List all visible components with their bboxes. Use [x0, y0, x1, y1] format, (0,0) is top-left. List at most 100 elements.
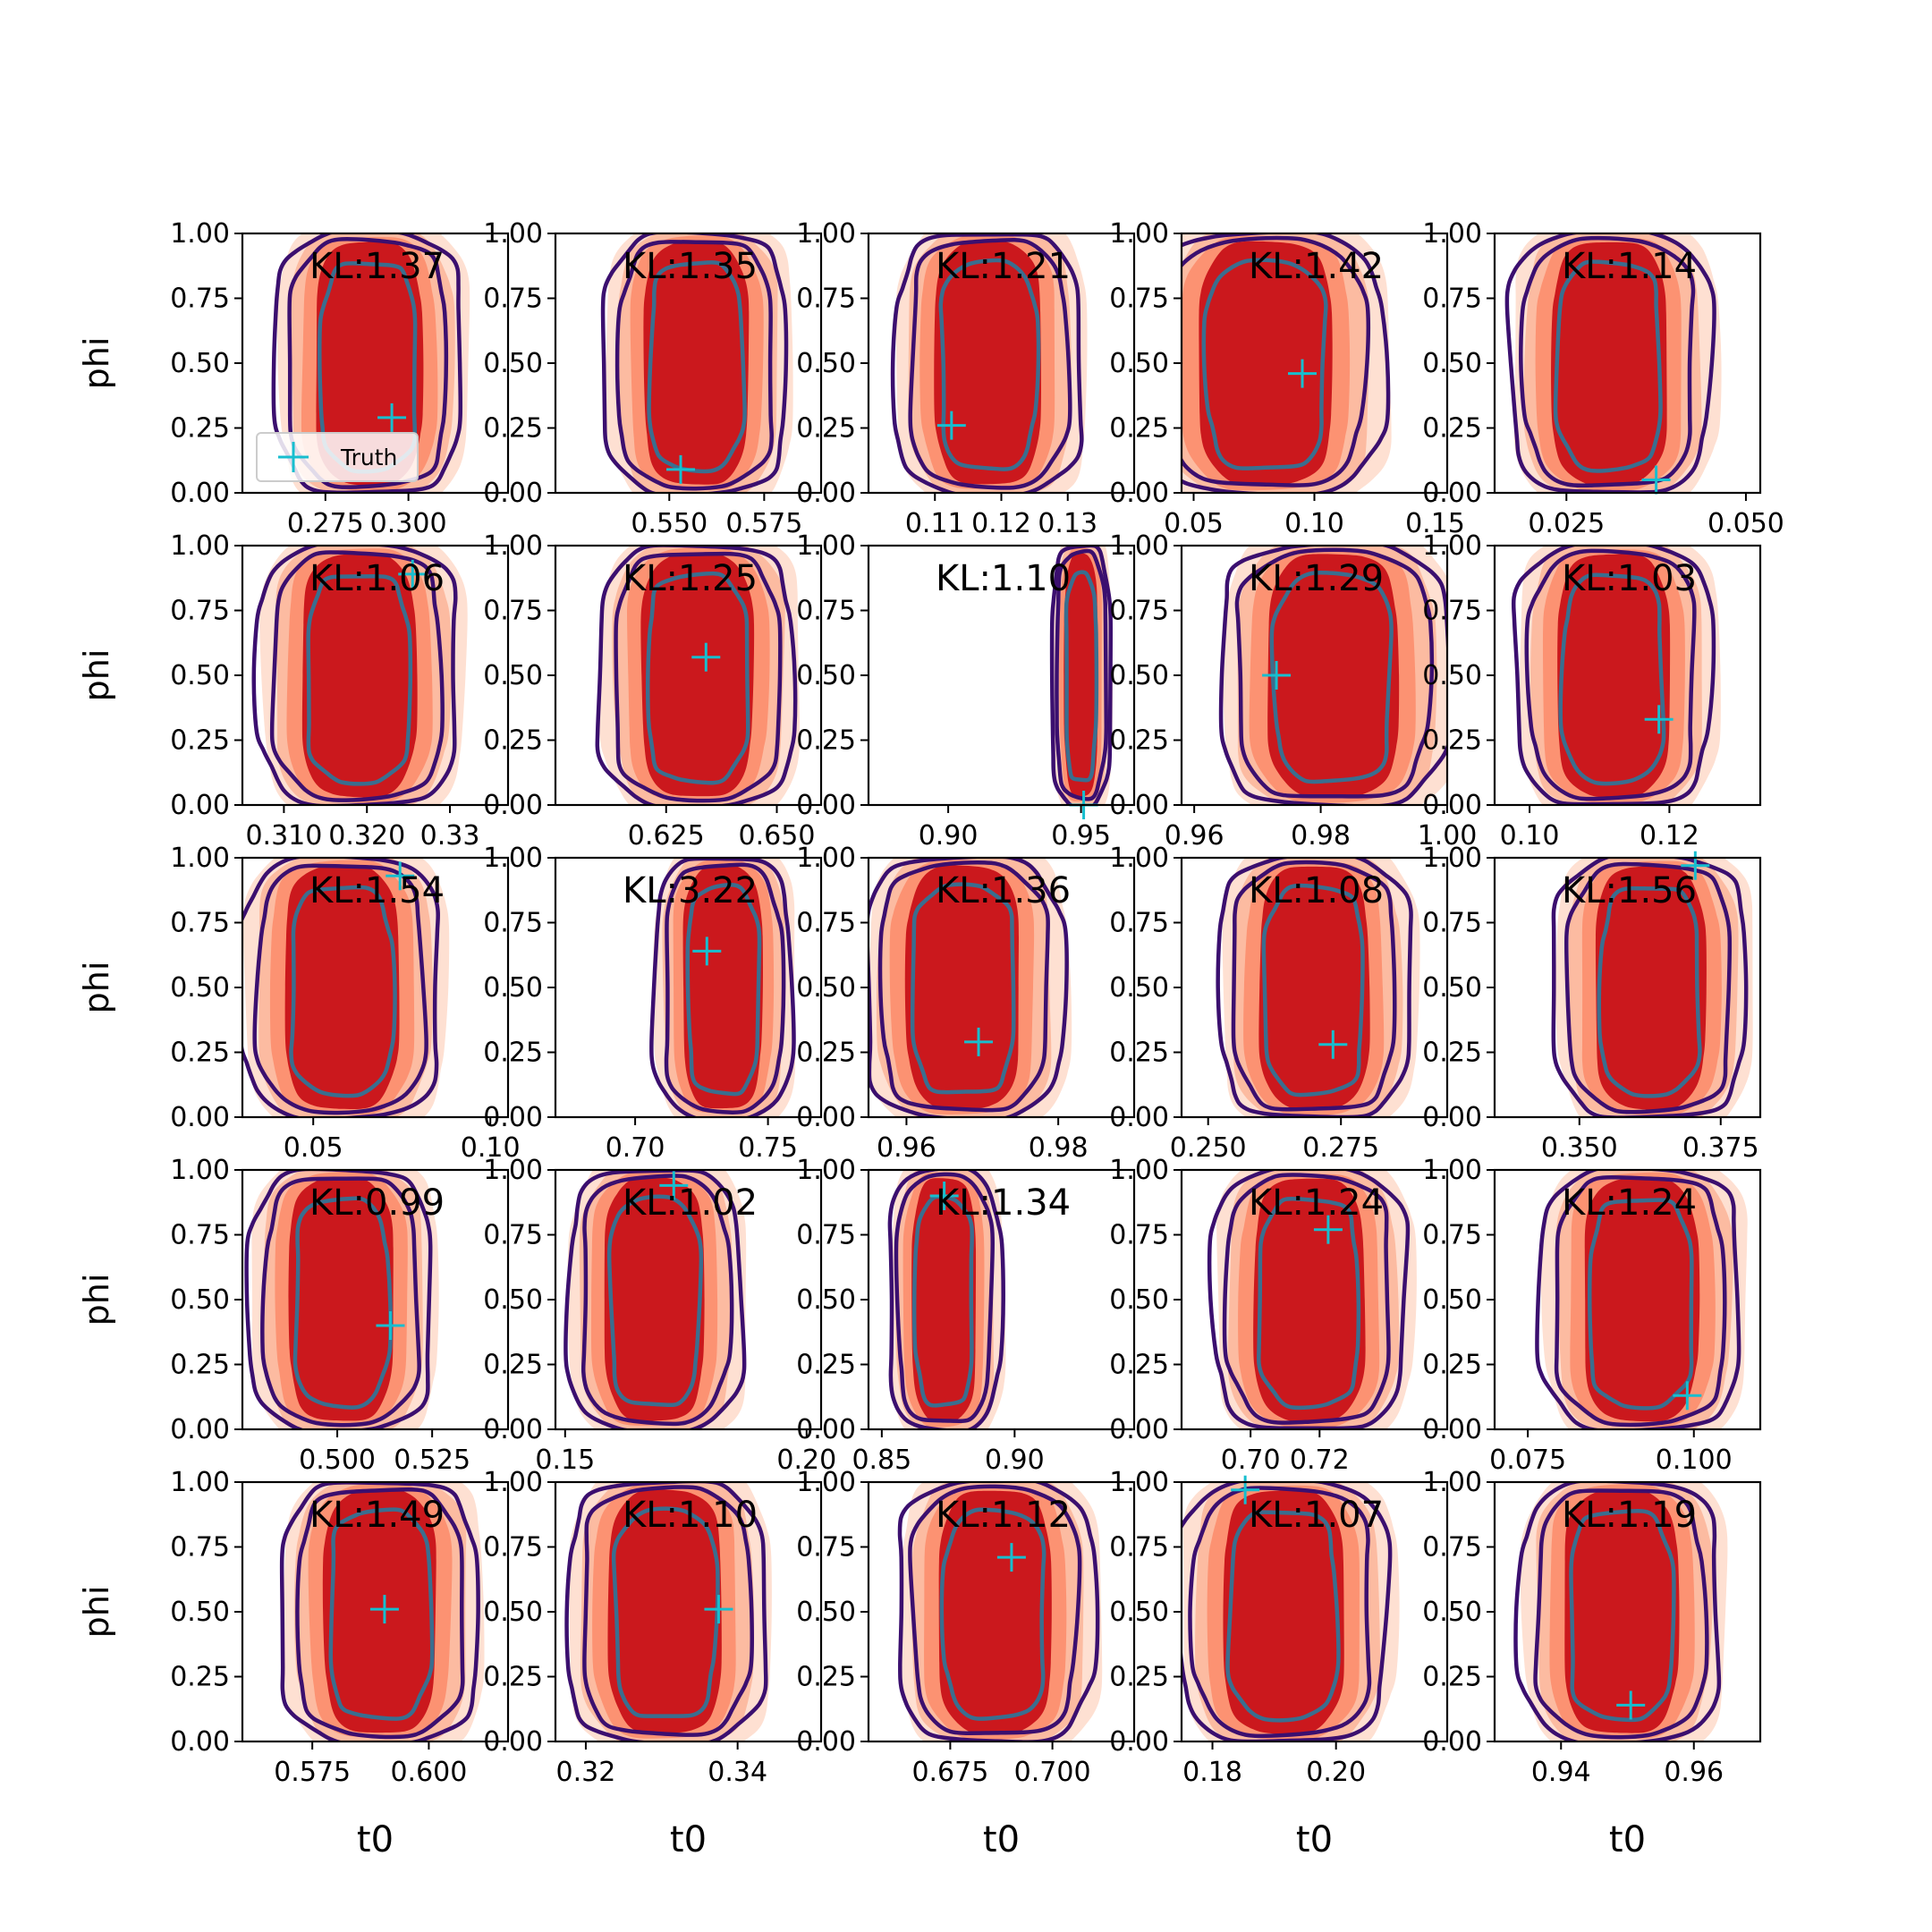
x-tick-label: 0.32: [556, 1757, 616, 1788]
contour-middle: [1533, 1488, 1709, 1740]
fill-level-core: [1199, 241, 1333, 486]
fill-level-core: [1253, 1178, 1366, 1423]
y-tick-label: 0.25: [796, 1038, 856, 1069]
kl-label: KL:1.37: [309, 246, 445, 287]
contour-middle: [894, 1172, 996, 1423]
y-tick-label: 0.00: [1422, 478, 1482, 509]
y-tick-label: 1.00: [170, 843, 230, 874]
y-tick-label: 0.75: [1109, 596, 1169, 627]
x-tick-label: 0.700: [1014, 1757, 1091, 1788]
truth-marker: [398, 559, 428, 589]
contour-middle: [295, 1487, 465, 1740]
contour-middle: [1554, 1175, 1727, 1428]
contour-middle: [580, 1174, 734, 1427]
contour-inner: [306, 574, 413, 786]
density-contours: [1535, 1170, 1748, 1429]
kl-label: KL:1.14: [1562, 246, 1697, 287]
y-tick-label: 0.25: [483, 1662, 543, 1693]
y-tick-label: 0.25: [796, 725, 856, 757]
subplot-17: 0.00 0.25 0.50 0.75 1.00 0.15 0.20 KL:1.02: [483, 1155, 836, 1476]
x-tick-label: 0.05: [1164, 508, 1224, 539]
contour-inner: [1201, 258, 1328, 470]
x-tick-label: 0.96: [1664, 1757, 1724, 1788]
contour-outer: [887, 1170, 1005, 1429]
kl-label: KL:1.10: [623, 1495, 758, 1536]
y-tick-label: 0.50: [1422, 660, 1482, 691]
contour-middle: [1519, 235, 1696, 488]
fill-level-core: [1258, 866, 1370, 1111]
y-tick-label: 0.00: [796, 1726, 856, 1758]
y-tick-label: 0.00: [1422, 790, 1482, 821]
x-tick-label: 0.20: [1306, 1757, 1366, 1788]
y-tick-label: 1.00: [1422, 843, 1482, 874]
contour-inner: [1269, 570, 1394, 784]
x-axis-label: t0: [670, 1819, 707, 1860]
fill-level-core: [604, 1176, 705, 1421]
y-tick-label: 0.25: [796, 1662, 856, 1693]
y-tick-label: 0.00: [1109, 1726, 1169, 1758]
x-tick-label: 0.96: [1165, 820, 1224, 852]
y-tick-label: 0.50: [1422, 1284, 1482, 1316]
contour-outer: [564, 1482, 768, 1741]
y-tick-label: 0.50: [1422, 972, 1482, 1004]
x-axis-label: t0: [357, 1819, 394, 1860]
y-tick-label: 0.25: [1422, 725, 1482, 757]
truth-marker: [996, 1543, 1026, 1572]
y-tick-label: 0.25: [1422, 1350, 1482, 1381]
kl-label: KL:1.54: [309, 870, 445, 911]
contour-outer: [1513, 1482, 1722, 1741]
fill-level-core: [607, 1489, 722, 1734]
contour-outer: [279, 1482, 480, 1741]
y-tick-label: 0.75: [796, 908, 856, 939]
x-tick-label: 0.550: [631, 508, 708, 539]
x-tick-label: 0.85: [852, 1445, 911, 1476]
y-tick-label: 0.50: [1109, 1284, 1169, 1316]
y-tick-label: 0.00: [483, 1102, 543, 1133]
x-tick-label: 0.275: [287, 508, 364, 539]
density-contours: [869, 858, 1072, 1117]
y-tick-label: 0.75: [483, 908, 543, 939]
truth-marker: [377, 402, 407, 432]
y-tick-label: 0.75: [483, 596, 543, 627]
x-axis-label: t0: [1609, 1819, 1646, 1860]
contour-outer: [1208, 1170, 1411, 1429]
y-tick-label: 0.50: [796, 972, 856, 1004]
contour-middle: [1188, 1486, 1372, 1739]
x-axis-label: t0: [983, 1819, 1020, 1860]
y-tick-label: 0.75: [170, 1532, 230, 1563]
contour-inner: [1569, 1508, 1676, 1723]
contour-middle: [1234, 547, 1435, 799]
y-tick-label: 0.75: [1109, 1532, 1169, 1563]
contour-outer: [649, 858, 796, 1117]
y-tick-label: 1.00: [1109, 218, 1169, 250]
kl-label: KL:1.02: [623, 1182, 758, 1224]
y-tick-label: 1.00: [1109, 843, 1169, 874]
contour-outer: [244, 1170, 433, 1429]
y-tick-label: 0.00: [1422, 1726, 1482, 1758]
x-tick-label: 0.525: [394, 1445, 470, 1476]
subplot-6: 0.00 0.25 0.50 0.75 1.00 0.310 0.320 0.33 KL:1.0…: [77, 530, 510, 852]
density-contours: [1511, 546, 1721, 805]
kl-label: KL:1.19: [1562, 1495, 1697, 1536]
y-tick-label: 0.50: [796, 348, 856, 379]
contour-inner: [910, 882, 1016, 1095]
x-tick-label: 0.15: [1405, 508, 1465, 539]
density-contours: [1513, 1482, 1728, 1741]
kl-label: KL:1.21: [936, 246, 1071, 287]
x-tick-label: 0.33: [420, 820, 480, 852]
contour-outer: [1535, 1170, 1741, 1429]
density-contours: [1182, 233, 1392, 493]
y-tick-label: 1.00: [796, 843, 856, 874]
y-tick-label: 0.00: [796, 1102, 856, 1133]
y-tick-label: 0.75: [1422, 1532, 1482, 1563]
fill-level-core: [1595, 865, 1707, 1110]
subplot-23: 0.00 0.25 0.50 0.75 1.00 0.675 0.700 KL:1.12 t0: [796, 1467, 1136, 1860]
y-tick-label: 0.75: [1109, 284, 1169, 315]
y-tick-label: 0.00: [483, 790, 543, 821]
density-contours: [244, 1170, 439, 1429]
y-tick-label: 0.75: [1422, 284, 1482, 315]
subplot-7: 0.00 0.25 0.50 0.75 1.00 0.625 0.650 KL:1.25: [483, 530, 823, 852]
contour-middle: [1231, 860, 1397, 1112]
y-tick-label: 0.00: [170, 478, 230, 509]
